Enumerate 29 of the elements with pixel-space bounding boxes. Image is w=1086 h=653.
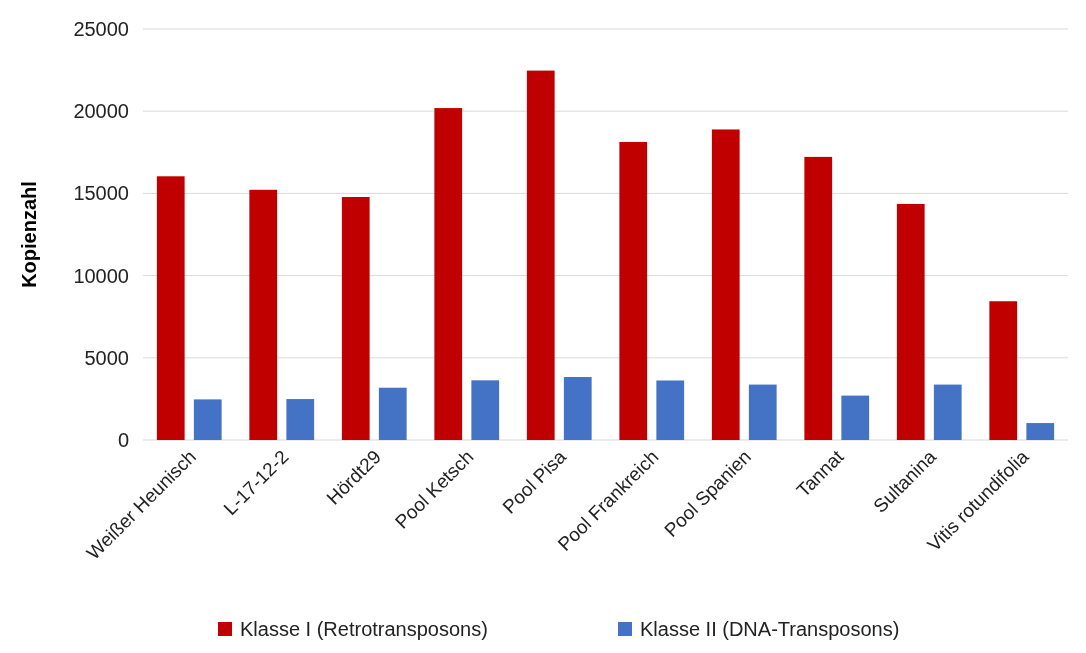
y-tick-label: 5000 [84, 346, 129, 369]
y-tick-label: 20000 [73, 100, 129, 123]
bar [748, 384, 777, 440]
bar [341, 197, 370, 440]
bar [896, 203, 925, 440]
bar [804, 156, 833, 440]
y-tick-label: 15000 [73, 182, 129, 205]
bar [193, 399, 222, 440]
bar [933, 384, 962, 440]
y-tick-label: 0 [117, 429, 129, 451]
y-tick-label: 10000 [73, 264, 129, 287]
bar [526, 70, 555, 440]
bar [378, 387, 407, 440]
bar [656, 380, 685, 440]
bar [249, 189, 278, 440]
bar [434, 108, 463, 440]
bar [286, 399, 315, 440]
bar [619, 141, 648, 440]
bar [156, 176, 185, 440]
bar [563, 377, 592, 440]
y-tick-label: 25000 [73, 18, 129, 40]
bar [1026, 423, 1055, 440]
legend-label: Klasse II (DNA-Transposons) [640, 618, 900, 640]
bar [989, 301, 1018, 440]
legend-label: Klasse I (Retrotransposons) [240, 618, 488, 640]
y-axis-title: Kopienzahl [18, 181, 40, 288]
bar [471, 380, 500, 440]
bar [841, 395, 870, 440]
bar [711, 129, 740, 440]
